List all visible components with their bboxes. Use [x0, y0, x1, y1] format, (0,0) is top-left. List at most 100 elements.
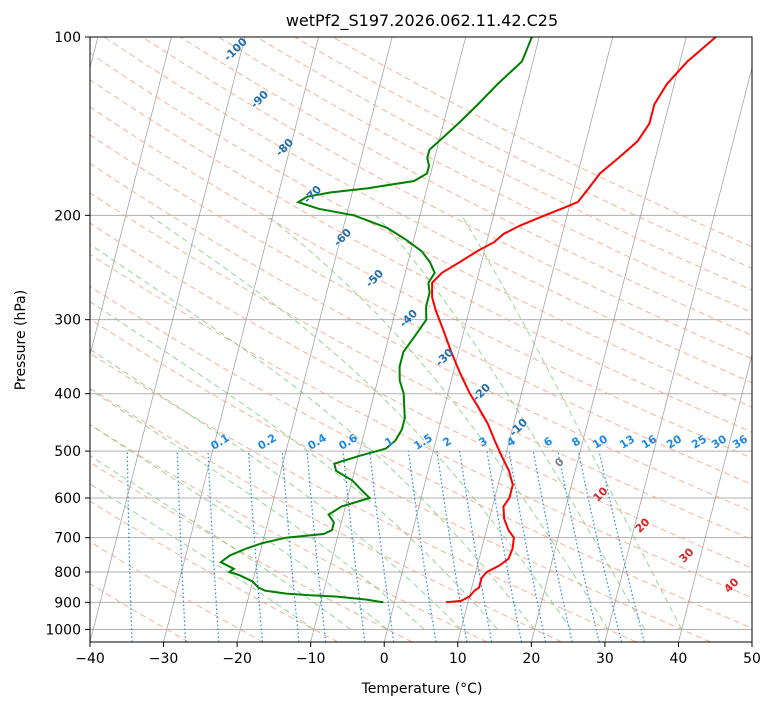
- y-tick-label: 800: [54, 565, 81, 581]
- mixing-ratio-label: 0.6: [336, 431, 360, 453]
- dry-adiabat-line: [90, 52, 752, 408]
- plot-area: 0.1 0.2 0.4 0.6 1 1.5 2 3 4 6 8 10 13 16 20 25 30 36-100-…: [89, 35, 753, 643]
- isotherm-line: [751, 640, 752, 642]
- isotherm-line: [310, 37, 467, 642]
- moist-adiabat-line: [90, 483, 315, 630]
- y-tick-label: 400: [54, 387, 81, 403]
- dry-adiabat-line: [90, 352, 637, 642]
- mixing-ratio-label: 16: [639, 432, 659, 451]
- dry-adiabat-label: -90: [248, 88, 271, 111]
- isotherm-line: [236, 37, 393, 642]
- dry-adiabat-line: [294, 37, 752, 269]
- mixing-ratio-line: [306, 451, 327, 642]
- dry-adiabat-line: [332, 37, 752, 248]
- dry-adiabat-line: [141, 37, 752, 360]
- x-tick-label: −30: [149, 651, 179, 667]
- dry-adiabat-line: [90, 162, 752, 513]
- y-axis-label: Pressure (hPa): [13, 290, 29, 390]
- dry-adiabat-line: [90, 285, 752, 629]
- isotherm-line: [163, 37, 319, 642]
- temperature-profile-line: [431, 37, 717, 604]
- mixing-ratio-label: 30: [709, 432, 729, 451]
- mixing-ratio-line: [557, 450, 600, 642]
- isotherm-line: [90, 37, 172, 357]
- x-axis-label: Temperature (°C): [361, 681, 483, 697]
- mixing-ratio-line: [407, 451, 437, 642]
- dry-adiabat-line: [90, 134, 752, 486]
- y-tick-label: 100: [54, 30, 81, 46]
- mixing-ratio-line: [577, 450, 623, 642]
- y-tick-label: 700: [54, 531, 81, 547]
- mixing-ratio-label: 0.2: [255, 431, 278, 452]
- dry-adiabat-label: 20: [633, 515, 653, 535]
- dry-adiabat-line: [218, 37, 752, 313]
- mixing-ratio-line: [508, 451, 547, 642]
- y-tick-label: 600: [54, 491, 81, 507]
- mixing-ratio-label: 20: [664, 432, 684, 451]
- mixing-ratio-label: 0.4: [305, 431, 329, 453]
- mixing-ratio-line: [532, 450, 573, 642]
- mixing-ratio-line: [436, 451, 468, 642]
- moist-adiabat-line: [90, 455, 351, 630]
- plot-frame: [89, 36, 753, 643]
- dry-adiabat-line: [90, 424, 488, 642]
- isotherm-line: [678, 353, 752, 642]
- axis-ticks: −40 −30 −20 −10 0 10 20 30 40 5010020030040050060…: [45, 30, 761, 667]
- dry-adiabat-label: -60: [331, 226, 354, 249]
- chart-title: wetPf2_S197.2026.062.11.42.C25: [286, 11, 558, 31]
- dry-adiabat-line: [90, 192, 752, 541]
- y-tick-label: 200: [54, 208, 81, 224]
- plot-clip-group: [90, 37, 752, 642]
- dry-adiabat-line: [90, 583, 189, 642]
- mixing-ratio-label: 36: [730, 432, 750, 451]
- moist-adiabat-line: [90, 243, 535, 630]
- moist-adiabat-line: [148, 214, 572, 630]
- mixing-ratio-label: 0.1: [208, 431, 231, 452]
- mixing-ratio-label: 3: [476, 434, 489, 449]
- dry-adiabat-line: [103, 37, 752, 384]
- isotherm-line: [457, 37, 614, 642]
- mixing-ratio-label: 10: [590, 432, 610, 451]
- dry-adiabat-label: 30: [677, 545, 697, 565]
- isotherm-line: [383, 37, 540, 642]
- x-tick-label: −40: [75, 651, 105, 667]
- moist-adiabat-line: [90, 389, 425, 630]
- mixing-ratio-line: [459, 451, 493, 642]
- y-tick-label: 900: [54, 595, 81, 611]
- dry-adiabat-line: [90, 500, 339, 642]
- dry-adiabat-label: -100: [221, 35, 250, 64]
- dry-adiabat-label: -30: [433, 346, 456, 369]
- dry-adiabat-line: [256, 37, 752, 291]
- mixing-ratio-line: [486, 451, 523, 642]
- moist-adiabat-line: [90, 348, 462, 630]
- mixing-ratio-line: [369, 451, 395, 642]
- mixing-ratio-line: [248, 451, 264, 642]
- dry-adiabat-label: 10: [591, 484, 611, 504]
- dry-adiabat-label: -80: [273, 136, 296, 159]
- mixing-ratio-label: 25: [689, 432, 709, 451]
- mixing-ratio-line: [281, 451, 300, 642]
- dry-adiabat-label: -40: [397, 307, 420, 330]
- y-tick-label: 1000: [45, 622, 81, 638]
- dry-adiabat-line: [90, 461, 413, 642]
- y-tick-label: 300: [54, 313, 81, 329]
- mixing-ratio-line: [342, 451, 366, 642]
- isotherm-line: [90, 37, 246, 642]
- x-tick-label: −10: [296, 651, 326, 667]
- dry-adiabat-line: [90, 222, 752, 569]
- x-tick-label: 40: [670, 651, 688, 667]
- mixing-ratio-line: [176, 451, 187, 642]
- isotherm-line: [530, 37, 687, 642]
- x-tick-label: 0: [380, 651, 389, 667]
- dry-adiabat-line: [90, 541, 264, 642]
- moist-adiabat-line: [375, 214, 646, 630]
- dry-adiabat-line: [90, 106, 752, 459]
- moist-adiabat-line: [90, 300, 499, 630]
- dry-adiabat-label: -50: [363, 267, 386, 290]
- x-tick-label: 20: [522, 651, 540, 667]
- dewpoint-profile-line: [218, 37, 533, 604]
- mixing-ratio-line: [598, 450, 645, 642]
- moist-adiabat-line: [461, 215, 683, 630]
